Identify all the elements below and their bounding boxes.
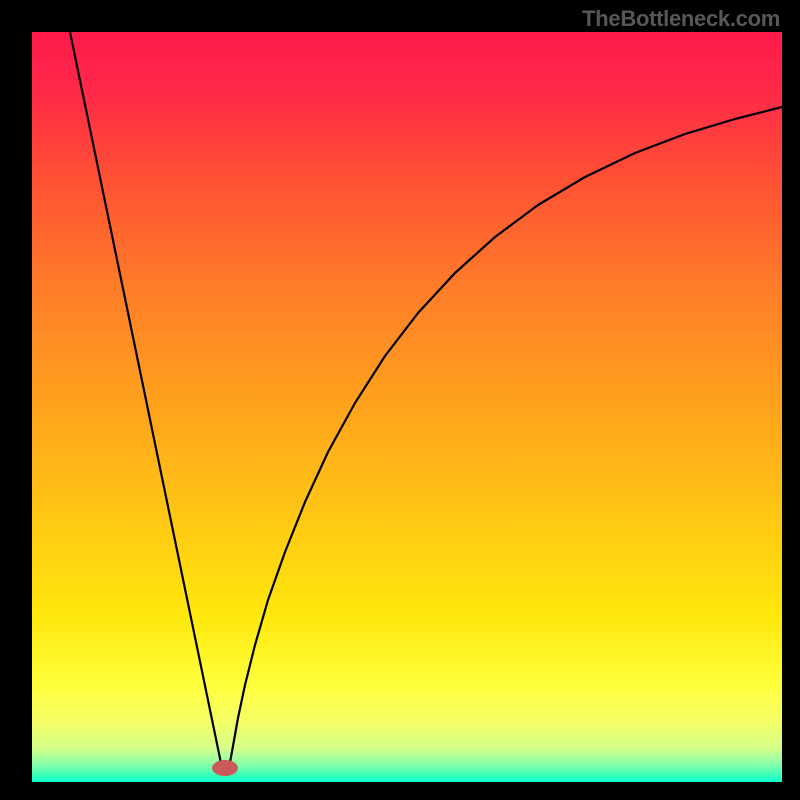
optimum-marker: [212, 760, 238, 776]
watermark-text: TheBottleneck.com: [582, 6, 780, 32]
marker-layer: [0, 0, 800, 800]
